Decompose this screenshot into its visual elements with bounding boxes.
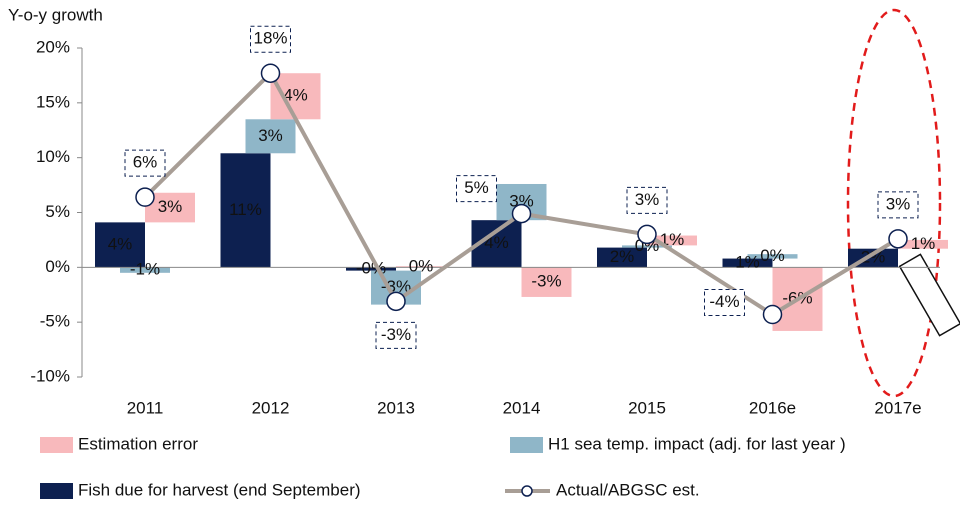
y-tick-label: -10% (30, 366, 70, 385)
bar (597, 247, 647, 268)
x-tick-label: 2016e (749, 398, 796, 417)
line-point (135, 187, 155, 207)
line-point (511, 203, 532, 224)
legend-swatch (40, 483, 73, 499)
legend-swatch (40, 437, 73, 453)
x-tick-label: 2014 (503, 398, 541, 417)
y-tick-label: 5% (45, 202, 70, 221)
bar-value-label: 0% (409, 256, 434, 275)
bar-value-label: 11% (229, 200, 262, 219)
bar (647, 235, 697, 246)
bar (396, 266, 446, 268)
bar (220, 153, 271, 268)
value-box (375, 321, 417, 349)
x-tick-label: 2012 (252, 398, 290, 417)
bar-value-label: 4% (283, 86, 308, 105)
bar (245, 119, 296, 154)
bar (270, 73, 321, 120)
value-box (456, 175, 497, 203)
line-point (386, 291, 406, 312)
value-box (250, 25, 291, 53)
highlight-ellipse (846, 8, 942, 398)
x-tick-label: 2015 (628, 398, 666, 417)
bar-value-label: -1% (130, 260, 160, 279)
bar-value-label: 3% (158, 197, 183, 216)
bar-value-label: 1% (735, 252, 760, 271)
bar (722, 258, 773, 268)
callout (898, 253, 960, 337)
line-value-label: 3% (886, 194, 911, 213)
y-tick-label: -5% (40, 312, 70, 331)
bar (622, 245, 672, 248)
bar-value-label: 3% (509, 192, 534, 211)
bar-value-label: 4% (108, 234, 133, 253)
bar-value-label: -3% (531, 272, 561, 291)
line-point (888, 229, 908, 249)
legend-label: Fish due for harvest (end September) (78, 480, 361, 499)
line-value-label: 6% (133, 153, 158, 172)
value-box (704, 288, 745, 316)
legend-label: H1 sea temp. impact (adj. for last year … (548, 434, 846, 453)
x-tick-label: 2017e (874, 398, 921, 417)
y-tick-label: 20% (36, 37, 70, 56)
value-box (124, 149, 166, 177)
line-point (260, 63, 281, 83)
line-value-label: 5% (464, 178, 489, 197)
bar-value-label: 3% (258, 126, 283, 145)
bar (521, 267, 572, 297)
value-box (626, 186, 668, 214)
line-point (637, 224, 657, 245)
bar (346, 267, 396, 271)
y-axis-label: Y-o-y growth (8, 5, 103, 24)
bar-value-label: 4% (484, 233, 509, 252)
y-tick-label: 15% (36, 92, 70, 111)
bar (120, 267, 170, 273)
legend-label: Estimation error (78, 434, 198, 453)
legend-label: Actual/ABGSC est. (556, 480, 700, 499)
x-tick-label: 2011 (127, 398, 164, 417)
value-box (877, 191, 919, 219)
bar (898, 239, 948, 249)
line-value-label: 3% (635, 190, 660, 209)
line-value-label: -4% (709, 292, 739, 311)
bar-value-label: 0% (760, 246, 785, 265)
legend-swatch (510, 437, 543, 453)
y-tick-label: 0% (45, 257, 70, 276)
bar-value-label: 2% (610, 247, 635, 266)
bar (747, 254, 798, 259)
x-tick-label: 2013 (377, 398, 415, 417)
line-value-label: -3% (381, 325, 411, 344)
y-tick-label: 10% (36, 147, 70, 166)
line-value-label: 18% (253, 29, 287, 48)
legend-marker (521, 485, 533, 497)
bar-value-label: 1% (911, 234, 936, 253)
line-point (762, 304, 783, 325)
bar (95, 222, 145, 268)
